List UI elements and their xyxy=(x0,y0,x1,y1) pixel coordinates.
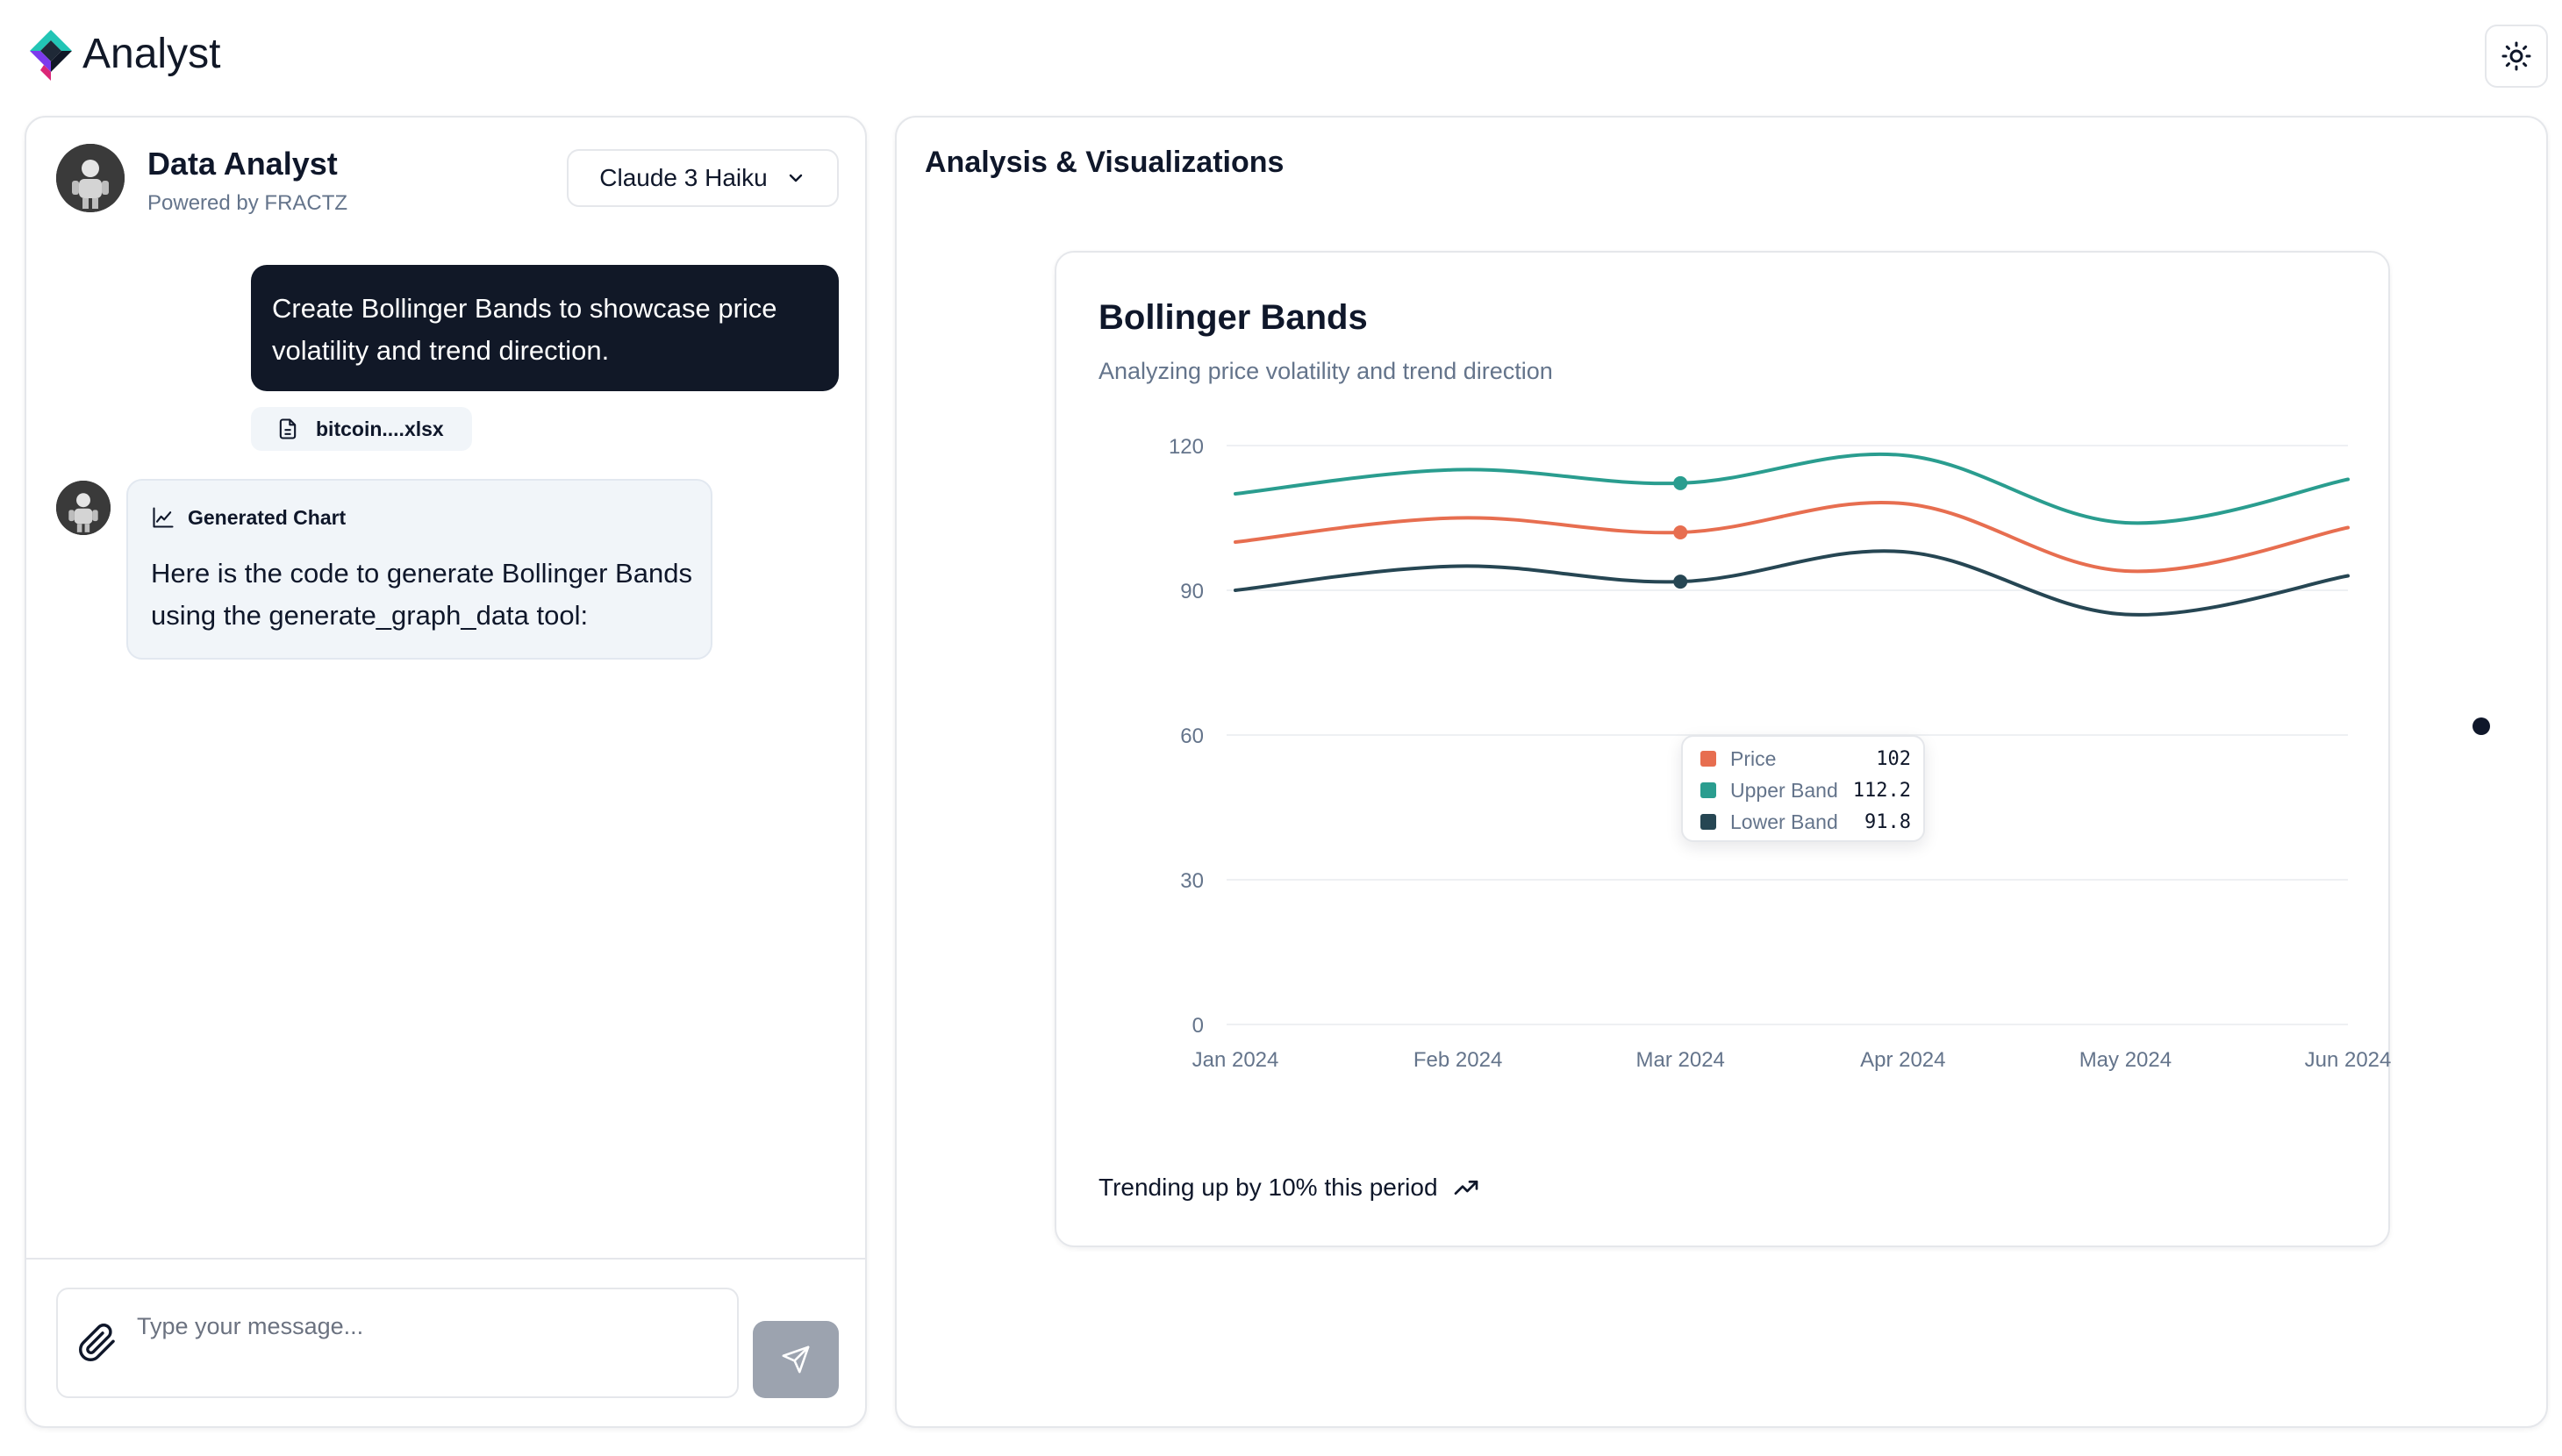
message-input-box xyxy=(56,1288,739,1398)
price-swatch xyxy=(1700,751,1716,767)
price-line xyxy=(1234,500,2350,574)
app-logo-icon xyxy=(30,30,72,81)
generated-chart-label: Generated Chart xyxy=(188,505,347,529)
trend-text: Trending up by 10% this period xyxy=(1099,1174,1438,1201)
x-tick-label: Apr 2024 xyxy=(1860,1048,1945,1072)
x-tick-label: Feb 2024 xyxy=(1413,1048,1502,1072)
message-input[interactable] xyxy=(137,1309,716,1344)
tooltip-row-upper-band: Upper Band 112.2 xyxy=(1700,777,1911,803)
lower-band-active-point xyxy=(1673,575,1688,589)
input-divider xyxy=(26,1258,865,1260)
line-chart-icon xyxy=(153,507,174,528)
assistant-message-text: Here is the code to generate Bollinger B… xyxy=(151,558,692,631)
y-tick-label: 60 xyxy=(1180,724,1204,748)
tooltip-row-lower-band: Lower Band 91.8 xyxy=(1700,809,1911,835)
tooltip-label: Upper Band xyxy=(1730,778,1838,802)
lower-band-line xyxy=(1234,549,2350,617)
agent-name: Data Analyst xyxy=(147,146,338,182)
file-attachment-name: bitcoin....xlsx xyxy=(316,417,444,440)
scroll-indicator-dot xyxy=(2473,717,2490,735)
tooltip-label: Price xyxy=(1730,746,1777,770)
robot-icon xyxy=(56,144,125,212)
send-icon xyxy=(782,1345,810,1374)
tooltip-row-price: Price 102 xyxy=(1700,746,1911,772)
file-attachment-chip[interactable]: bitcoin....xlsx xyxy=(251,407,472,451)
lower-band-swatch xyxy=(1700,814,1716,830)
chat-panel: Data Analyst Powered by FRACTZ Claude 3 … xyxy=(25,116,867,1428)
upper-band-swatch xyxy=(1700,782,1716,798)
panel-title: Analysis & Visualizations xyxy=(925,146,1285,179)
sun-icon xyxy=(2501,41,2531,71)
chart-subtitle: Analyzing price volatility and trend dir… xyxy=(1099,358,1553,384)
upper-band-active-point xyxy=(1673,475,1688,490)
agent-subtitle: Powered by FRACTZ xyxy=(147,191,348,215)
chart-tooltip: Price 102 Upper Band 112.2 Lower Band 91… xyxy=(1681,735,1925,842)
upper-band-line xyxy=(1234,452,2350,525)
x-tick-label: Jan 2024 xyxy=(1192,1048,1279,1072)
model-select[interactable]: Claude 3 Haiku xyxy=(567,149,839,207)
assistant-avatar xyxy=(56,481,111,535)
y-tick-label: 0 xyxy=(1192,1014,1204,1038)
generated-chart-badge: Generated Chart xyxy=(151,505,346,530)
theme-toggle-button[interactable] xyxy=(2485,25,2548,88)
chart-card: Bollinger Bands Analyzing price volatili… xyxy=(1055,251,2392,1247)
x-tick-label: Jun 2024 xyxy=(2305,1048,2392,1072)
paperclip-icon[interactable] xyxy=(77,1323,118,1363)
y-tick-label: 90 xyxy=(1180,580,1204,603)
price-active-point xyxy=(1673,525,1688,539)
file-icon xyxy=(279,418,297,439)
tooltip-label: Lower Band xyxy=(1730,810,1838,833)
robot-icon xyxy=(56,481,111,535)
chart-title: Bollinger Bands xyxy=(1099,298,1368,337)
chevron-down-icon xyxy=(789,174,802,182)
line-chart[interactable]: 0 30 60 90 120 Jan 2024 Feb 2024 Mar 2024 Apr 20… xyxy=(1056,253,2392,1147)
app-title: Analyst xyxy=(82,31,221,77)
chart-footer: Trending up by 10% this period xyxy=(1099,1174,1480,1202)
tooltip-value: 91.8 xyxy=(1864,810,1911,833)
assistant-message: Generated Chart Here is the code to gene… xyxy=(126,479,712,660)
model-select-value: Claude 3 Haiku xyxy=(599,164,768,191)
tooltip-value: 112.2 xyxy=(1852,779,1911,802)
y-tick-label: 30 xyxy=(1180,869,1204,893)
y-tick-label: 120 xyxy=(1169,435,1204,459)
trending-up-icon xyxy=(1454,1181,1478,1195)
analysis-panel: Analysis & Visualizations Bollinger Band… xyxy=(895,116,2548,1428)
agent-avatar xyxy=(56,144,125,212)
top-bar: Analyst xyxy=(0,0,2562,112)
user-message: Create Bollinger Bands to showcase price… xyxy=(251,265,839,391)
tooltip-value: 102 xyxy=(1876,747,1911,770)
send-button[interactable] xyxy=(753,1321,839,1398)
x-tick-label: Mar 2024 xyxy=(1636,1048,1725,1072)
x-tick-label: May 2024 xyxy=(2079,1048,2172,1072)
